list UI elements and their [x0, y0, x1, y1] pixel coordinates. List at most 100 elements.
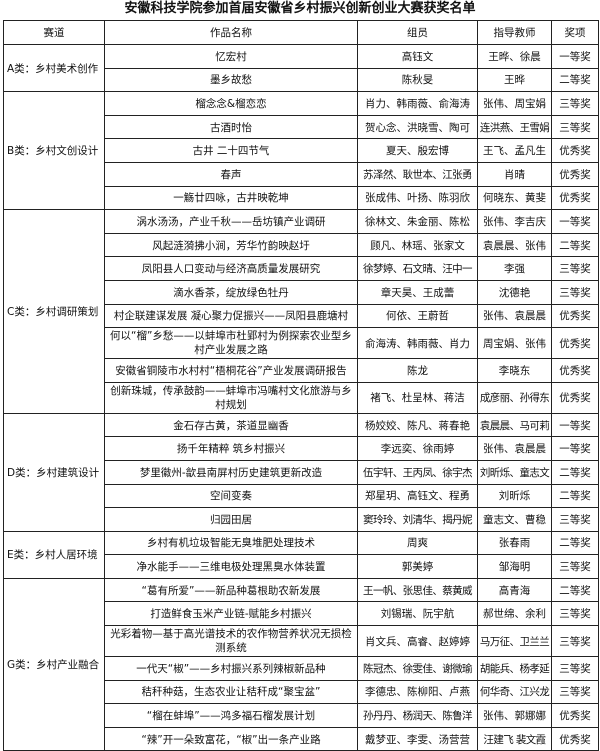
header-work: 作品名称	[104, 20, 358, 45]
work-cell: 金石存古黄，茶道显幽香	[104, 412, 358, 438]
award-cell: 二等奖	[551, 530, 599, 556]
award-cell: 优秀奖	[551, 138, 599, 163]
award-cell: 优秀奖	[551, 703, 599, 728]
teachers-cell: 刘昕烁、童志文	[477, 459, 552, 485]
award-cell: 一等奖	[551, 209, 599, 234]
members-cell: 张成伟、叶扬、陈羽欣	[357, 185, 478, 211]
teachers-cell: 张伟、袁晨晨	[477, 436, 552, 461]
header-track: 赛道	[3, 20, 105, 45]
members-cell: 刘锡瑞、阮宇航	[357, 601, 478, 627]
award-cell: 一等奖	[551, 44, 599, 69]
table-row: G类：乡村产业融合 “葛有所爱”——新品种葛根助农新发展 王一帆、张思佳、蔡黄威 高青…	[3, 577, 599, 751]
work-cell: 光彩着物—基于高光谱技术的农作物营养状况无损检测系统	[104, 625, 358, 658]
award-cell: 三等奖	[551, 256, 599, 281]
award-cell: 三等奖	[551, 279, 599, 305]
work-cell: 墨乡故愁	[104, 67, 358, 93]
table-row: 梦里徽州-歙县南屏村历史建筑更新改造 伍宇轩、王丙凤、徐宇杰 刘昕烁、童志文 二等奖	[4, 459, 599, 485]
work-cell: 归园田居	[104, 507, 358, 532]
award-cell: 三等奖	[551, 625, 599, 658]
table-row: 归园田居 窦玲玲、刘清华、揭丹妮 童志文、曹稳 三等奖	[4, 507, 599, 532]
work-cell: 空间变奏	[104, 483, 358, 509]
table-row: 古井 二十四节气 夏天、殷宏博 王飞、孟凡生 优秀奖	[4, 138, 599, 163]
members-cell: 李德忠、陈柳阳、卢燕	[357, 679, 478, 705]
work-cell: 梦里徽州-歙县南屏村历史建筑更新改造	[104, 459, 358, 485]
teachers-cell: 王晔、徐晨	[477, 44, 552, 69]
table-row: B类：乡村文创设计 榴念念&榴恋恋 肖力、韩雨薇、俞海涛 张伟、周宝娟 三等奖	[3, 91, 599, 211]
work-cell: “葛有所爱”——新品种葛根助农新发展	[104, 577, 358, 603]
work-cell: 净水能手——三维电极处理黑臭水体装置	[104, 554, 358, 579]
members-cell: 章天昊、王成蕾	[357, 279, 478, 305]
teachers-cell: 刘昕烁	[477, 483, 552, 509]
table-row: E类：乡村人居环境 乡村有机垃圾智能无臭堆肥处理技术 周爽 张春雨 二等奖	[3, 530, 599, 579]
work-cell: 凤阳县人口变动与经济高质量发展研究	[104, 256, 358, 281]
table-row: 滴水香茶，绽放绿色牡丹 章天昊、王成蕾 沈德艳 三等奖	[4, 279, 599, 305]
teachers-cell: 张伟、袁晨晨	[477, 303, 552, 329]
teachers-cell: 郝世绵、余利	[477, 601, 552, 627]
members-cell: 肖力、韩雨薇、俞海涛	[357, 91, 478, 116]
header-award: 奖项	[551, 20, 599, 45]
work-cell: 乡村有机垃圾智能无臭堆肥处理技术	[104, 530, 358, 556]
work-cell: 村企联建谋发展 凝心聚力促振兴——凤阳县鹿塘村	[104, 303, 358, 329]
work-cell: 榴念念&榴恋恋	[104, 91, 358, 116]
track-cell: G类：乡村产业融合	[3, 577, 105, 751]
page-title: 安徽科技学院参加首届安徽省乡村振兴创新创业大赛获奖名单	[124, 1, 476, 16]
award-cell: 三等奖	[551, 507, 599, 532]
members-cell: 肖文兵、高睿、赵婷婷	[357, 625, 478, 658]
header-members: 组员	[357, 20, 478, 45]
members-cell: 戴梦亚、李雯、汤营营	[357, 726, 478, 751]
award-cell: 二等奖	[551, 67, 599, 93]
work-cell: 创新珠城，传承鼓韵——蚌埠市冯嘴村文化旅游与乡村规划	[104, 381, 358, 414]
work-cell: 扬千年精粹 筑乡村振兴	[104, 436, 358, 461]
table-row: “辣”开一朵致富花，“椒”出一条产业路 戴梦亚、李雯、汤营营 汪建飞 裴文霞 优秀奖	[4, 726, 599, 751]
members-cell: 夏天、殷宏博	[357, 138, 478, 163]
table-row: 秸秆种菇，生态农业让秸秆成“聚宝盆” 李德忠、陈柳阳、卢燕 何华奇、江兴龙 三等奖	[4, 679, 599, 705]
members-cell: 苏泽然、耿世本、江张勇	[357, 161, 478, 187]
teachers-cell: 张伟、郭娜娜	[477, 703, 552, 728]
members-cell: 陈秋旻	[357, 67, 478, 93]
members-cell: 孙丹丹、杨润天、陈鲁洋	[357, 703, 478, 728]
award-cell: 优秀奖	[551, 726, 599, 751]
members-cell: 周爽	[357, 530, 478, 556]
work-cell: 古酒时怡	[104, 114, 358, 140]
teachers-cell: 成彦丽、孙得东	[477, 381, 552, 414]
teachers-cell: 何华奇、江兴龙	[477, 679, 552, 705]
teachers-cell: 高青海	[477, 577, 552, 603]
table-row: 扬千年精粹 筑乡村振兴 李远奕、徐雨婷 张伟、袁晨晨 一等奖	[4, 436, 599, 461]
teachers-cell: 张伟、周宝娟	[477, 91, 552, 116]
table-row: 春声 苏泽然、耿世本、江张勇 肖晴 优秀奖	[4, 161, 599, 187]
members-cell: 徐梦婷、石文晴、汪中一	[357, 256, 478, 281]
teachers-cell: 汪建飞 裴文霞	[477, 726, 552, 751]
track-cell: C类：乡村调研策划	[3, 209, 105, 414]
award-cell: 三等奖	[551, 601, 599, 627]
teachers-cell: 周宝娟、张伟	[477, 327, 552, 360]
table-row: 何以“榴”乡愁——以蚌埠市杜郢村为例探索农业型乡村产业发展之路 俞海涛、韩雨薇、肖…	[4, 327, 599, 360]
work-cell: 风起涟漪拂小涧，芳华竹韵映赵圩	[104, 232, 358, 258]
award-cell: 优秀奖	[551, 381, 599, 414]
award-cell: 优秀奖	[551, 185, 599, 211]
award-cell: 二等奖	[551, 459, 599, 485]
table-row: 空间变奏 郑星玥、高钰文、程勇 刘昕烁 二等奖	[4, 483, 599, 509]
members-cell: 杨姣姣、陈凡、蒋春艳	[357, 412, 478, 438]
award-cell: 三等奖	[551, 114, 599, 140]
work-cell: 一觞廿四咏，古井映乾坤	[104, 185, 358, 211]
work-cell: 打造鲜食玉米产业链-赋能乡村振兴	[104, 601, 358, 627]
members-cell: 郭美婷	[357, 554, 478, 579]
members-cell: 贺心念、洪晓雪、陶可	[357, 114, 478, 140]
work-cell: 忆宏村	[104, 44, 358, 69]
header-teachers: 指导教师	[477, 20, 552, 45]
award-cell: 优秀奖	[551, 358, 599, 383]
teachers-cell: 袁晨晨、张伟	[477, 232, 552, 258]
award-cell: 三等奖	[551, 91, 599, 116]
teachers-cell: 邹海明	[477, 554, 552, 579]
work-cell: 一代天“椒”——乡村振兴系列辣椒新品种	[104, 656, 358, 681]
members-cell: 褚飞、杜呈林、蒋洁	[357, 381, 478, 414]
award-cell: 三等奖	[551, 554, 599, 579]
work-cell: 安徽省铜陵市水村村“梧桐花谷”产业发展调研报告	[104, 358, 358, 383]
members-cell: 徐林文、朱金丽、陈松	[357, 209, 478, 234]
award-cell: 优秀奖	[551, 327, 599, 360]
work-cell: 涡水汤汤，产业千秋——岳坊镇产业调研	[104, 209, 358, 234]
teachers-cell: 沈德艳	[477, 279, 552, 305]
table-header-row: 赛道 作品名称 组员 指导教师 奖项	[3, 20, 599, 45]
table-row: 安徽省铜陵市水村村“梧桐花谷”产业发展调研报告 陈龙 李晓东 优秀奖	[4, 358, 599, 383]
table-body: A类：乡村美术创作 忆宏村 高钰文 王晔、徐晨 一等奖 墨乡故愁 陈秋旻 王晔 二等奖 B类：乡村…	[3, 43, 599, 751]
